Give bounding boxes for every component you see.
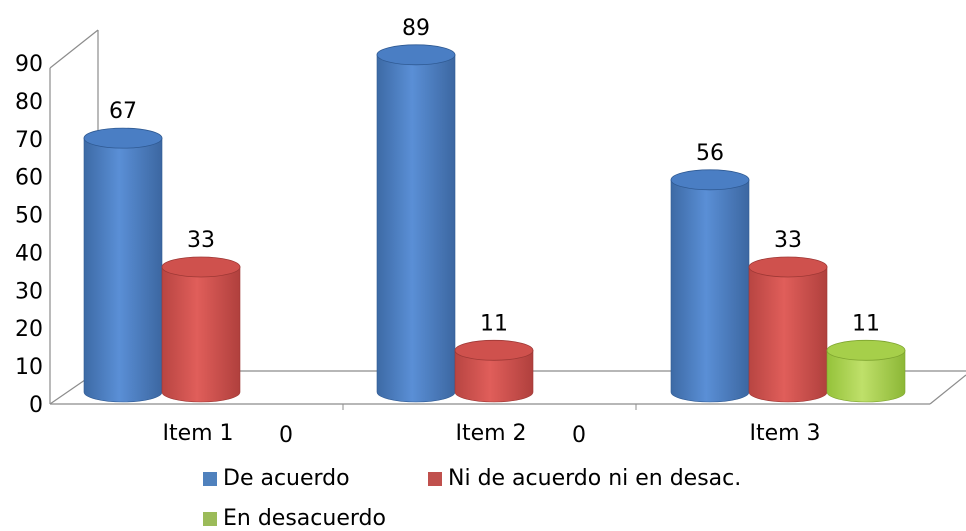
y-tick-label: 90 bbox=[15, 52, 43, 77]
bar-ni-de-acuerdo-ni-en-desac--item-1 bbox=[161, 256, 241, 403]
bar-ni-de-acuerdo-ni-en-desac--item-2 bbox=[454, 339, 534, 403]
x-tick-label: Item 2 bbox=[455, 421, 526, 446]
bars bbox=[83, 44, 906, 403]
bar-top bbox=[748, 256, 828, 278]
legend-item-de-acuerdo: De acuerdo bbox=[203, 466, 350, 491]
y-tick-label: 20 bbox=[15, 317, 43, 342]
bar-de-acuerdo-item-2 bbox=[376, 44, 456, 403]
data-label: 33 bbox=[774, 228, 802, 253]
data-label: 0 bbox=[572, 423, 586, 448]
bar-top bbox=[826, 339, 906, 361]
bar-top bbox=[161, 256, 241, 278]
data-label: 11 bbox=[480, 311, 508, 336]
data-label: 0 bbox=[279, 423, 293, 448]
floor-right-edge bbox=[929, 374, 966, 405]
y-tick-label: 60 bbox=[15, 166, 43, 191]
x-axis: Item 1 Item 2 Item 3 bbox=[162, 421, 820, 446]
data-labels: 67 33 0 89 11 0 56 33 11 bbox=[109, 16, 880, 448]
bar-body bbox=[454, 350, 534, 403]
legend-swatch bbox=[203, 471, 217, 486]
data-label: 56 bbox=[696, 141, 724, 166]
data-label: 67 bbox=[109, 99, 137, 124]
y-tick-label: 50 bbox=[15, 204, 43, 229]
bar-de-acuerdo-item-3 bbox=[670, 169, 750, 403]
data-label: 11 bbox=[852, 311, 880, 336]
legend-swatch bbox=[203, 511, 217, 526]
bar-top bbox=[454, 339, 534, 361]
wall-top-edge bbox=[49, 29, 99, 69]
data-label: 33 bbox=[187, 228, 215, 253]
bar-top bbox=[670, 169, 750, 191]
x-tick-label: Item 1 bbox=[162, 421, 233, 446]
bar-top bbox=[83, 127, 163, 149]
bar-body bbox=[826, 350, 906, 403]
bar-de-acuerdo-item-1 bbox=[83, 127, 163, 403]
bar-ni-de-acuerdo-ni-en-desac--item-3 bbox=[748, 256, 828, 403]
x-tick-label: Item 3 bbox=[749, 421, 820, 446]
y-tick-label: 30 bbox=[15, 279, 43, 304]
bar-body bbox=[161, 266, 241, 403]
bar-body bbox=[83, 137, 163, 403]
legend-item-ni-de-acuerdo: Ni de acuerdo ni en desac. bbox=[428, 466, 741, 491]
y-tick-label: 10 bbox=[15, 355, 43, 380]
data-label: 89 bbox=[402, 16, 430, 41]
y-tick-label: 40 bbox=[15, 241, 43, 266]
legend-label: De acuerdo bbox=[223, 466, 350, 491]
legend-label: En desacuerdo bbox=[223, 506, 386, 531]
y-axis: 0 10 20 30 40 50 60 70 80 90 bbox=[15, 52, 43, 418]
bar-body bbox=[376, 54, 456, 403]
legend-swatch bbox=[428, 471, 442, 486]
bar-body bbox=[748, 266, 828, 403]
legend-label: Ni de acuerdo ni en desac. bbox=[448, 466, 742, 491]
y-tick-label: 70 bbox=[15, 128, 43, 153]
y-tick-label: 80 bbox=[15, 90, 43, 115]
bar-en-desacuerdo-item-3 bbox=[826, 339, 906, 403]
y-tick-label: 0 bbox=[29, 393, 43, 418]
legend-item-en-desacuerdo: En desacuerdo bbox=[203, 506, 386, 531]
bar-body bbox=[670, 179, 750, 403]
bar-top bbox=[376, 44, 456, 66]
